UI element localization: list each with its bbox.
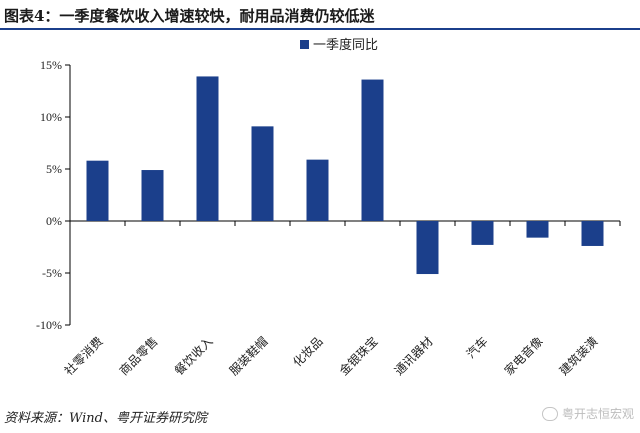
x-tick-label: 服装鞋帽: [226, 334, 271, 379]
x-tick-label: 化妆品: [290, 334, 325, 369]
y-tick-label: 15%: [40, 58, 62, 72]
x-tick-label: 社零消费: [61, 334, 106, 379]
y-tick-label: 10%: [40, 110, 62, 124]
x-tick-label: 金银珠宝: [336, 334, 381, 379]
watermark: 粤开志恒宏观: [541, 405, 634, 422]
y-tick-label: 5%: [46, 162, 62, 176]
bar: [141, 170, 164, 221]
title-bar: 图表4：一季度餐饮收入增速较快，耐用品消费仍较低迷: [0, 0, 640, 30]
bar: [581, 221, 604, 246]
bar: [86, 160, 109, 221]
bar: [196, 76, 219, 221]
x-tick-label: 通讯器材: [392, 334, 436, 378]
legend-swatch: [300, 40, 309, 49]
x-tick-label: 建筑装潢: [556, 334, 601, 379]
legend-label: 一季度同比: [313, 37, 378, 52]
bar: [526, 221, 549, 238]
x-tick-label: 餐饮收入: [171, 334, 216, 379]
bar: [471, 221, 494, 245]
y-tick-label: 0%: [46, 214, 62, 228]
wechat-icon: [541, 406, 558, 421]
y-tick-label: -5%: [42, 266, 62, 280]
y-tick-label: -10%: [36, 318, 62, 332]
x-tick-label: 家电音像: [501, 334, 546, 379]
source-note: 资料来源：Wind、粤开证券研究院: [4, 411, 207, 426]
x-tick-label: 商品零售: [116, 334, 161, 379]
bar-chart: 15% 10% 5% 0% -5% -10% 社零消费 商品零售 餐饮收入 服装鞋帽 化妆品 金银珠宝…: [36, 37, 621, 379]
bar: [361, 79, 384, 221]
bar: [306, 159, 329, 221]
x-tick-label: 汽车: [463, 334, 491, 362]
bar: [251, 126, 274, 221]
chart-title: 图表4：一季度餐饮收入增速较快，耐用品消费仍较低迷: [4, 7, 375, 25]
bar: [416, 221, 439, 275]
watermark-text: 粤开志恒宏观: [561, 407, 634, 421]
